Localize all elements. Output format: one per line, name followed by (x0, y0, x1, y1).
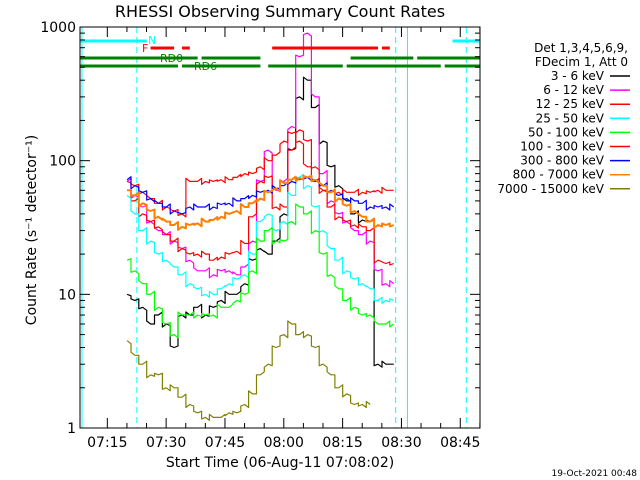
flag-label-0: N (148, 34, 156, 47)
legend-header-line-2: FDecim 1, Att 0 (535, 55, 628, 69)
legend: Det 1,3,4,5,6,9, FDecim 1, Att 0 3 - 6 k… (497, 41, 630, 196)
legend-label-3: 25 - 50 keV (536, 111, 605, 125)
y-tick-label-3: 1000 (40, 20, 76, 36)
flag-label-3: RD6 (194, 60, 217, 73)
series-line-7 (127, 174, 395, 231)
legend-label-7: 800 - 7000 keV (513, 168, 605, 182)
series-line-6 (126, 176, 395, 215)
legend-label-0: 3 - 6 keV (551, 69, 605, 83)
legend-label-2: 12 - 25 keV (536, 97, 605, 111)
x-tick-label-0: 07:15 (87, 435, 127, 451)
y-tick-label-0: 1 (67, 421, 76, 437)
y-tick-label-2: 100 (49, 154, 76, 170)
x-axis: 07:15 07:30 07:45 08:00 08:15 08:30 08:45 (87, 27, 480, 451)
x-tick-label-3: 08:00 (264, 435, 304, 451)
series-lines (126, 32, 395, 421)
legend-label-4: 50 - 100 keV (528, 125, 605, 139)
x-axis-label: Start Time (06-Aug-11 07:08:02) (166, 455, 394, 471)
legend-label-1: 6 - 12 keV (543, 83, 605, 97)
series-line-3 (126, 173, 394, 304)
flag-label-2: RD0 (160, 52, 183, 65)
series-line-0 (126, 76, 394, 368)
y-axis: 1 10 100 1000 (40, 20, 480, 437)
x-tick-label-6: 08:45 (440, 435, 480, 451)
vertical-markers (81, 27, 467, 428)
legend-label-8: 7000 - 15000 keV (497, 182, 604, 196)
series-line-8 (126, 320, 371, 421)
footer-date: 19-Oct-2021 00:48 (552, 469, 638, 479)
series-line-2 (127, 129, 394, 266)
legend-label-5: 100 - 300 keV (520, 140, 604, 154)
x-tick-label-2: 07:45 (205, 435, 245, 451)
legend-label-6: 300 - 800 keV (520, 154, 604, 168)
y-tick-label-1: 10 (58, 287, 76, 303)
plot-frame (79, 26, 481, 429)
series-line-4 (126, 203, 395, 339)
flag-label-1: F (142, 42, 148, 55)
chart-title: RHESSI Observing Summary Count Rates (115, 2, 445, 21)
series-line-5 (126, 131, 394, 218)
x-tick-label-4: 08:15 (322, 435, 362, 451)
legend-header-line-1: Det 1,3,4,5,6,9, (534, 41, 628, 55)
y-axis-label: Count Rate (s⁻¹ detector⁻¹) (24, 135, 40, 325)
x-tick-label-1: 07:30 (146, 435, 186, 451)
x-tick-label-5: 08:30 (381, 435, 421, 451)
flag-bars: NF RD0 RD6 (80, 34, 480, 73)
